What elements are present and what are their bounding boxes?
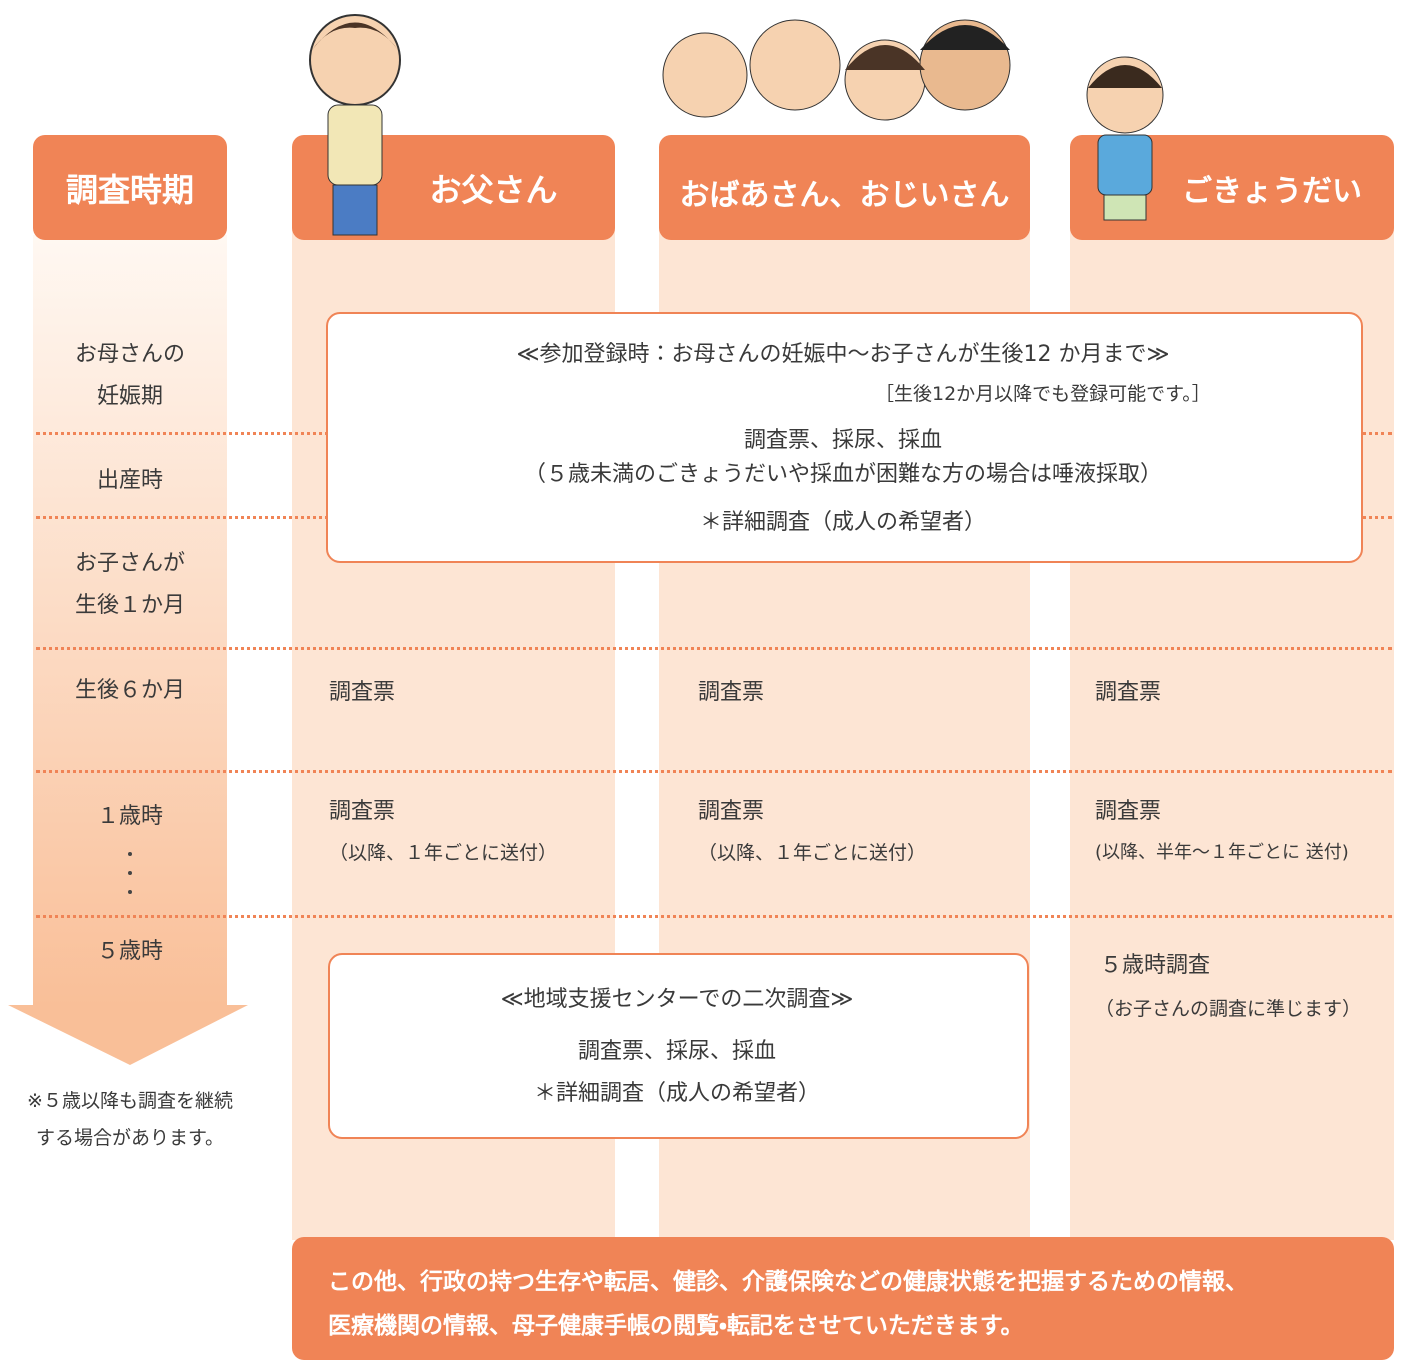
period-label: 妊娠期 xyxy=(96,384,164,409)
note: する場合があります。 xyxy=(35,1127,225,1149)
registration-box xyxy=(326,312,1363,563)
box-title: ≪地域支援センターでの二次調査≫ xyxy=(500,987,854,1012)
footer-text: 医療機関の情報、母子健康手帳の閲覧・転記をさせていただきます。 xyxy=(328,1313,1024,1339)
period-label: ５歳時 xyxy=(96,939,164,964)
box-subtitle: ［生後12か月以降でも登録可能です。］ xyxy=(875,383,1211,405)
survey-item: 調査票 xyxy=(1095,799,1162,824)
box-line: 調査票、採尿、採血 xyxy=(743,428,943,453)
survey-item: ５歳時調査 xyxy=(1100,953,1211,978)
note: ※５歳以降も調査を継続 xyxy=(27,1090,233,1112)
box-line: （５歳未満のごきょうだいや採血が困難な方の場合は唾液採取） xyxy=(523,462,1163,487)
ellipsis xyxy=(128,852,132,894)
divider xyxy=(36,915,1392,918)
period-label: お母さんの xyxy=(74,342,186,367)
column-header: おばあさん、おじいさん xyxy=(659,135,1030,240)
secondary-box xyxy=(328,953,1029,1139)
box-line: ＊詳細調査（成人の希望者） xyxy=(699,510,987,535)
timeline-bar xyxy=(33,235,227,1007)
box-line: 調査票、採尿、採血 xyxy=(577,1039,777,1064)
sibling-figure xyxy=(1086,56,1164,221)
survey-item: 調査票 xyxy=(1095,680,1162,705)
footer-text: この他、行政の持つ生存や転居、健診、介護保険などの健康状態を把握するための情報、 xyxy=(328,1269,1248,1295)
survey-item: 調査票 xyxy=(698,799,765,824)
footer-box xyxy=(292,1237,1394,1360)
divider xyxy=(36,770,1392,773)
father-figure xyxy=(309,14,401,236)
timeline-arrow xyxy=(8,1005,248,1065)
timeline-header: 調査時期 xyxy=(33,135,227,240)
survey-item: 調査票 xyxy=(698,680,765,705)
survey-note: (以降、半年～１年ごとに 送付) xyxy=(1095,842,1349,863)
period-label: １歳時 xyxy=(96,804,164,829)
survey-note: （以降、１年ごとに送付） xyxy=(698,842,927,864)
period-label: 生後１か月 xyxy=(74,593,186,618)
survey-note: （以降、１年ごとに送付） xyxy=(329,842,558,864)
period-label: 生後６か月 xyxy=(74,678,186,703)
divider xyxy=(36,647,1392,650)
box-title: ≪参加登録時：お母さんの妊娠中～お子さんが生後12 か月まで≫ xyxy=(516,342,1170,367)
survey-note: （お子さんの調査に準じます） xyxy=(1095,998,1362,1020)
box-line: ＊詳細調査（成人の希望者） xyxy=(533,1081,821,1106)
survey-item: 調査票 xyxy=(329,799,396,824)
survey-item: 調査票 xyxy=(329,680,396,705)
period-label: 出産時 xyxy=(96,468,164,493)
period-label: お子さんが xyxy=(74,551,186,576)
grandparents-figure xyxy=(662,19,1011,121)
